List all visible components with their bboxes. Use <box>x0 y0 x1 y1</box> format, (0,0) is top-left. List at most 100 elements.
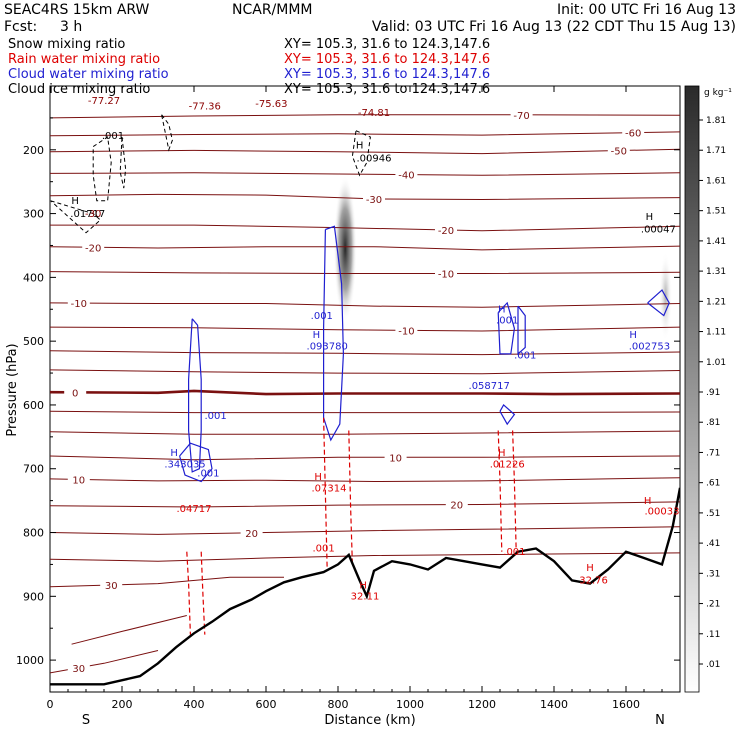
x-axis-south-label: S <box>82 713 90 728</box>
contour-label: .00033 <box>645 507 680 518</box>
colorbar-tick-label: 1.11 <box>706 328 726 338</box>
temperature-isotherm <box>50 501 680 508</box>
y-tick-label: 600 <box>23 399 44 412</box>
colorbar-tick-label: .01 <box>706 660 720 670</box>
x-axis-north-label: N <box>655 713 665 728</box>
temperature-isotherm <box>50 410 680 414</box>
terrain-line <box>50 487 680 686</box>
contour-label: H <box>71 196 79 207</box>
isotherm-label-bg <box>384 451 407 464</box>
contour-label: .002753 <box>629 341 670 352</box>
isotherm-label-bg <box>82 241 105 254</box>
contour-label: H <box>498 304 506 315</box>
colorbar-unit: g kg⁻¹ <box>704 88 732 98</box>
x-tick-label: 1400 <box>540 698 568 711</box>
isotherm-label-bg <box>240 526 263 539</box>
snow-contour <box>161 114 173 152</box>
rain-water-contour <box>200 551 206 635</box>
isotherm-label-bg <box>100 578 123 591</box>
temperature-isotherm <box>50 148 680 155</box>
temperature-isotherm <box>50 114 680 119</box>
contour-label: .00946 <box>357 153 392 164</box>
temperature-isotherm <box>50 302 680 308</box>
snow-contour <box>351 130 371 177</box>
snow-contour <box>92 136 112 202</box>
isotherm-label: -10 <box>438 270 454 281</box>
colorbar-tick-label: .31 <box>706 569 720 579</box>
x-tick-label: 800 <box>328 698 349 711</box>
colorbar-tick-label: .41 <box>706 539 720 549</box>
x-tick-label: 0 <box>47 698 54 711</box>
legend-cloud-ice-label: Cloud ice mixing ratio <box>8 82 150 97</box>
model-title: SEAC4RS 15km ARW <box>4 2 150 18</box>
valid-time: Valid: 03 UTC Fri 16 Aug 13 (22 CDT Thu … <box>372 19 736 35</box>
temperature-isotherm <box>50 576 284 588</box>
x-tick-label: 600 <box>256 698 277 711</box>
fcst-value: 3 h <box>60 19 82 35</box>
axes: 0 200 400 600 800 1000 1200 1400 160020030040050… <box>16 86 680 711</box>
contour-label: .001 <box>496 315 518 326</box>
isotherm-label: -10 <box>71 299 87 310</box>
plot-area: -70 -60 -50 -40 -30 -20 -20 -10 -10 -10 0 10 10 20 20 3… <box>50 96 680 686</box>
y-tick-label: 700 <box>23 463 44 476</box>
contour-label: .093780 <box>307 341 348 352</box>
isotherm-label: -60 <box>625 129 641 140</box>
contour-label: .001 <box>311 311 333 322</box>
isotherm-label: 0 <box>72 388 78 399</box>
isotherm-label-bg <box>510 108 533 121</box>
legend-cloud-water-xy: XY= 105.3, 31.6 to 124.3,147.6 <box>284 67 490 82</box>
contour-label: H <box>170 448 178 459</box>
contour-label: .01717 <box>70 209 105 220</box>
isotherm-label-bg <box>607 144 630 157</box>
contour-label: H <box>629 330 637 341</box>
y-tick-label: 200 <box>23 144 44 157</box>
legend: Snow mixing ratio XY= 105.3, 31.6 to 124… <box>8 37 490 97</box>
colorbar-ticks: 1.81 1.71 1.61 1.51 1.41 1.31 1.21 1.11 1.01 .91.… <box>699 116 726 670</box>
temperature-isotherm <box>50 526 680 535</box>
isotherm-label: 20 <box>450 501 463 512</box>
cloud-water-contour <box>323 225 345 442</box>
isotherm-label-bg <box>363 192 385 205</box>
contour-label: 32.76 <box>579 576 608 587</box>
colorbar-tick-label: 1.41 <box>706 237 726 247</box>
legend-rain-label: Rain water mixing ratio <box>8 52 160 67</box>
contour-label: .001 <box>204 411 226 422</box>
y-tick-label: 300 <box>23 208 44 221</box>
isotherm-label: -20 <box>85 243 101 254</box>
colorbar-tick-label: 1.81 <box>706 116 726 126</box>
temperature-isotherm <box>50 552 680 562</box>
cloud-water-contour <box>647 289 670 317</box>
isotherm-label-bg <box>395 324 418 337</box>
y-tick-label: 800 <box>23 527 44 540</box>
contour-label: H <box>644 496 652 507</box>
colorbar-tick-label: .11 <box>706 630 720 640</box>
temperature-isotherm <box>50 245 680 251</box>
legend-cloud-ice-xy: XY= 105.3, 31.6 to 124.3,147.6 <box>284 82 490 97</box>
cloud-ice-shading <box>333 175 357 323</box>
colorbar-tick-label: 1.01 <box>706 358 726 368</box>
isotherm-label-bg <box>67 473 90 486</box>
isotherm-label-bg <box>435 267 457 280</box>
isotherm-label-bg <box>67 661 90 674</box>
x-tick-label: 1000 <box>396 698 424 711</box>
org-title: NCAR/MMM <box>232 2 313 18</box>
contour-label: .07314 <box>312 484 347 495</box>
x-tick-label: 1200 <box>468 698 496 711</box>
rain-water-contour <box>348 430 353 565</box>
colorbar-tick-label: .71 <box>706 448 720 458</box>
contour-label: .001 <box>514 350 536 361</box>
contour-label: H <box>646 212 654 223</box>
contour-label: -77.27 <box>88 96 120 107</box>
temperature-isotherm <box>50 193 680 201</box>
plot-frame <box>49 85 681 693</box>
colorbar-tick-label: .91 <box>706 388 720 398</box>
colorbar-tick-label: 1.51 <box>706 207 726 217</box>
cloud-water-contour <box>179 442 213 483</box>
colorbar-tick-label: .21 <box>706 600 720 610</box>
y-tick-label: 500 <box>23 335 44 348</box>
snow-contour <box>119 136 127 189</box>
contour-label: H <box>359 581 367 592</box>
isotherm-label: -70 <box>513 111 529 122</box>
contour-label: .04717 <box>177 504 212 515</box>
